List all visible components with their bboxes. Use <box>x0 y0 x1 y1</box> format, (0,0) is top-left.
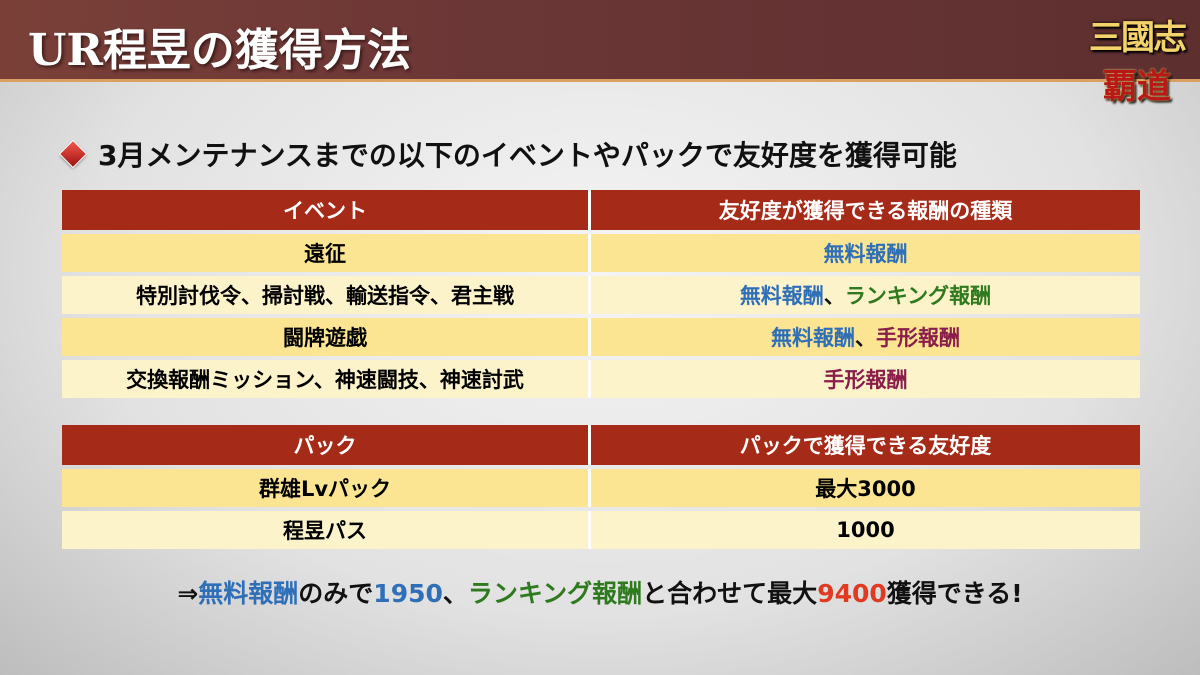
summary-part: ⇒ <box>177 579 199 608</box>
reward-type: 無料報酬 <box>739 284 824 308</box>
reward-type: 無料報酬 <box>823 242 908 266</box>
table-row: 交換報酬ミッション、神速闘技、神速討武 手形報酬 <box>62 360 1140 398</box>
game-logo: 三國志 覇道 <box>1089 18 1187 107</box>
reward-type: 、 <box>823 284 845 308</box>
summary-part: 獲得できる! <box>886 579 1023 608</box>
summary-part: 無料報酬 <box>198 579 299 608</box>
table-row: 遠征 無料報酬 <box>62 234 1140 272</box>
column-header-pack-amount: パックで獲得できる友好度 <box>591 425 1140 465</box>
pack-amount: 最大3000 <box>591 469 1140 507</box>
page-title: UR程昱の獲得方法 <box>28 25 411 76</box>
table-row: 特別討伐令、掃討戦、輸送指令、君主戦 無料報酬、ランキング報酬 <box>62 276 1140 314</box>
summary-part: 9400 <box>817 579 887 608</box>
reward-types: 無料報酬、手形報酬 <box>591 318 1140 356</box>
summary-part: と合わせて最大 <box>642 579 818 608</box>
event-name: 遠征 <box>62 234 591 272</box>
pack-pack: 程昱パス <box>62 511 591 549</box>
table-row: 群雄Lvパック 最大3000 <box>62 469 1140 507</box>
pack-amount: 1000 <box>591 511 1140 549</box>
reward-types: 無料報酬、ランキング報酬 <box>591 276 1140 314</box>
column-header-pack: パック <box>62 425 591 465</box>
event-name: 交換報酬ミッション、神速闘技、神速討武 <box>62 360 591 398</box>
subheading-text: 3月メンテナンスまでの以下のイベントやパックで友好度を獲得可能 <box>98 139 957 172</box>
summary-text: ⇒無料報酬のみで1950、ランキング報酬と合わせて最大9400獲得できる! <box>0 574 1200 610</box>
subheading: 3月メンテナンスまでの以下のイベントやパックで友好度を獲得可能 <box>60 134 957 174</box>
summary-part: 1950 <box>373 579 443 608</box>
table-row: 程昱パス 1000 <box>62 511 1140 549</box>
reward-type: 手形報酬 <box>823 368 908 392</box>
column-header-event: イベント <box>62 190 591 230</box>
event-name: 特別討伐令、掃討戦、輸送指令、君主戦 <box>62 276 591 314</box>
header-banner: UR程昱の獲得方法 <box>0 0 1200 82</box>
table-row: 闘牌遊戯 無料報酬、手形報酬 <box>62 318 1140 356</box>
pack-table: パック パックで獲得できる友好度 群雄Lvパック 最大3000 程昱パス 1000 <box>62 421 1140 553</box>
summary-part: 、 <box>442 579 468 608</box>
pack-pack: 群雄Lvパック <box>62 469 591 507</box>
reward-type: 無料報酬 <box>771 326 855 350</box>
reward-type: ランキング報酬 <box>844 284 992 308</box>
reward-types: 無料報酬 <box>591 234 1140 272</box>
reward-types: 手形報酬 <box>591 360 1140 398</box>
event-table: イベント 友好度が獲得できる報酬の種類 遠征 無料報酬 特別討伐令、掃討戦、輸送指令… <box>62 186 1140 402</box>
event-name: 闘牌遊戯 <box>62 318 591 356</box>
reward-type: 手形報酬 <box>876 326 960 350</box>
reward-type: 、 <box>855 326 876 350</box>
column-header-reward-type: 友好度が獲得できる報酬の種類 <box>591 190 1140 230</box>
red-diamond-icon <box>60 141 86 167</box>
summary-part: ランキング報酬 <box>467 579 643 608</box>
summary-part: のみで <box>298 579 374 608</box>
